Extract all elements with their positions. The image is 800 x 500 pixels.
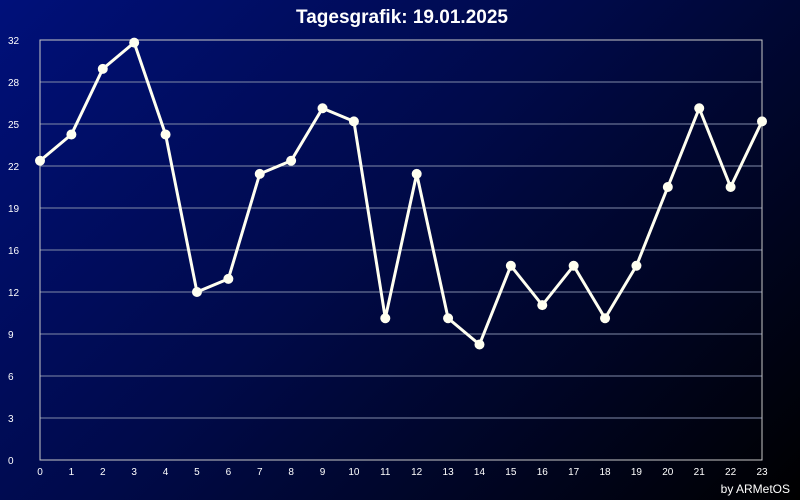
data-point [505,260,516,271]
chart-title: Tagesgrafik: 19.01.2025 [296,7,508,28]
data-point [254,168,265,179]
x-tick-label: 15 [505,467,517,478]
y-tick-label: 32 [8,36,20,47]
y-tick-label: 19 [8,204,20,215]
data-point [129,37,140,48]
x-tick-label: 0 [37,467,43,478]
y-tick-label: 25 [8,120,20,131]
data-point [725,182,736,192]
x-tick-label: 22 [725,467,737,478]
data-point [160,129,171,140]
data-point [97,63,108,74]
y-tick-label: 3 [8,414,14,425]
series-line [35,37,767,350]
x-tick-label: 21 [694,467,706,478]
data-point [35,155,45,166]
x-tick-label: 5 [194,467,200,478]
series-line-path [39,41,764,346]
data-point [631,260,642,271]
x-tick-label: 9 [320,467,326,478]
credit-text: by ARMetOS [721,482,790,496]
x-tick-label: 2 [100,467,106,478]
data-point [568,260,579,271]
y-tick-label: 16 [8,246,20,257]
x-tick-label: 19 [631,467,643,478]
plot-frame [39,39,763,461]
data-point [662,182,673,192]
data-point [757,116,767,127]
data-point [474,339,485,350]
data-point [66,129,77,140]
data-point [411,168,422,179]
x-tick-label: 6 [226,467,232,478]
data-point [600,313,611,324]
y-tick-label: 12 [8,288,20,299]
x-tick-label: 3 [131,467,137,478]
y-tick-label: 6 [8,372,14,383]
data-point [537,300,548,311]
x-tick-label: 18 [599,467,611,478]
data-point [317,103,328,114]
x-tick-label: 4 [163,467,169,478]
y-tick-label: 22 [8,162,20,173]
data-point [694,103,705,114]
data-point [380,313,391,324]
x-tick-label: 7 [257,467,263,478]
x-tick-label: 12 [411,467,423,478]
data-point [443,313,454,324]
y-tick-label: 0 [8,456,14,467]
x-tick-label: 14 [474,467,486,478]
data-point [191,287,202,297]
x-tick-label: 8 [288,467,294,478]
x-tick-label: 10 [348,467,360,478]
x-tick-label: 20 [662,467,674,478]
x-tick-label: 17 [568,467,580,478]
y-tick-label: 28 [8,78,20,89]
data-point [223,273,234,284]
data-point [348,116,359,127]
x-tick-label: 11 [380,467,391,478]
x-tick-label: 16 [537,467,549,478]
x-tick-label: 13 [443,467,455,478]
x-tick-label: 23 [756,467,768,478]
data-point [286,155,297,166]
x-tick-label: 1 [69,467,75,478]
y-tick-label: 9 [8,330,14,341]
